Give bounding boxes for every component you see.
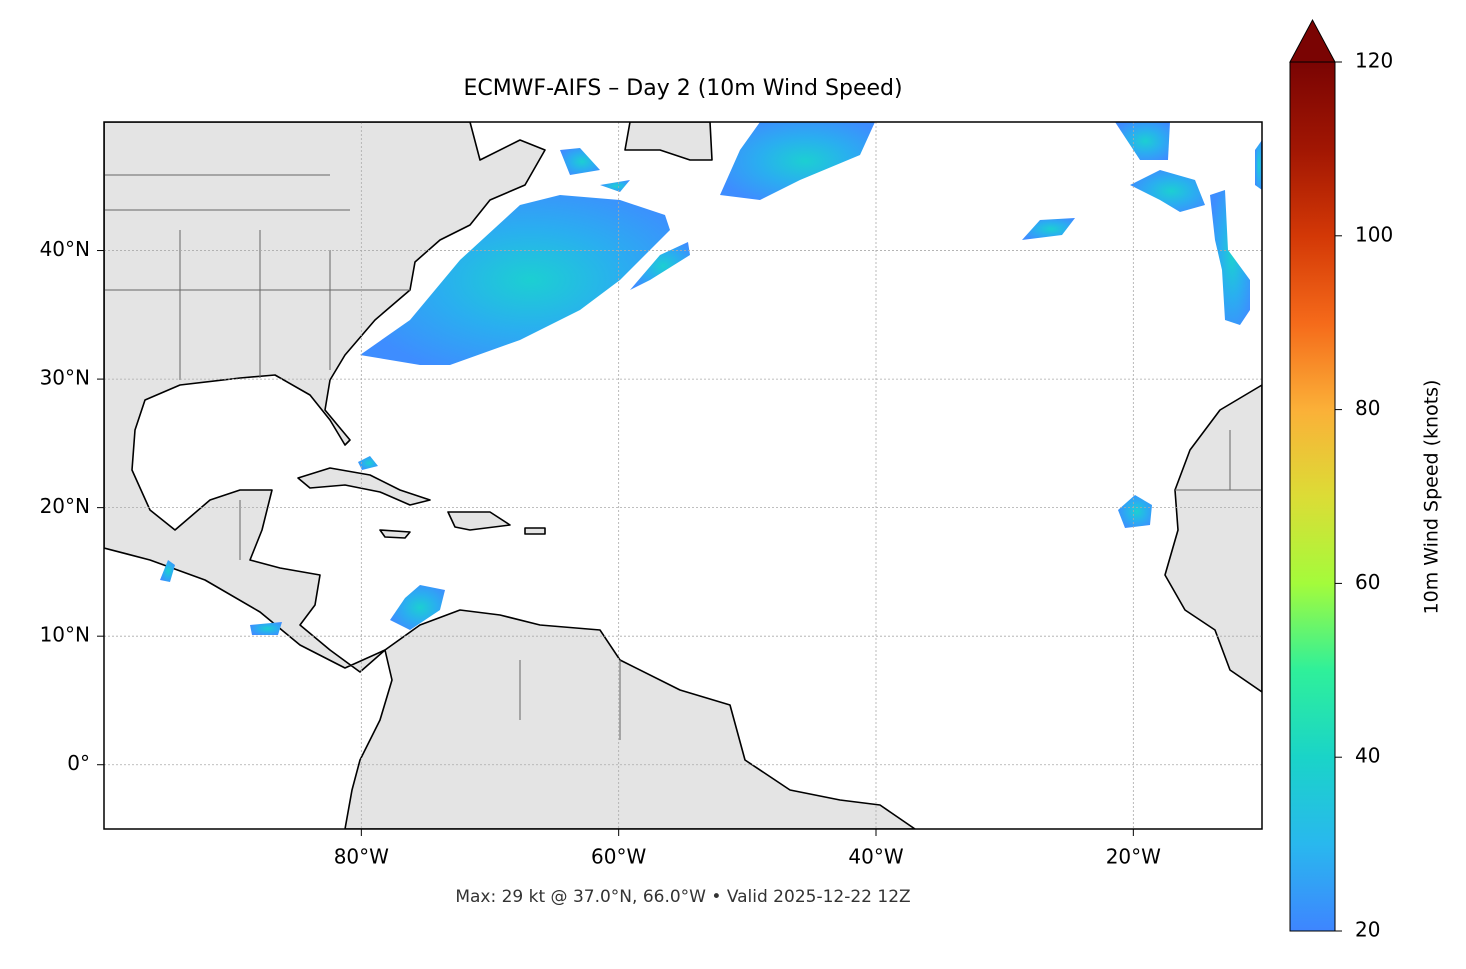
colorbar-extend xyxy=(1289,18,1336,63)
puerto-rico xyxy=(524,527,546,535)
colorbar-tick-label: 40 xyxy=(1355,744,1380,768)
north-america xyxy=(104,122,546,673)
y-tick-label: 20°N xyxy=(40,494,90,518)
x-tick-label: 40°W xyxy=(848,845,903,869)
colorbar-tick-label: 20 xyxy=(1355,918,1380,942)
colorbar-tick-label: 100 xyxy=(1355,222,1393,246)
colorbar-tick-label: 60 xyxy=(1355,570,1380,594)
y-tick-label: 30°N xyxy=(40,366,90,390)
colorbar-tick-label: 120 xyxy=(1355,49,1393,73)
footer-note: Max: 29 kt @ 37.0°N, 66.0°W • Valid 2025… xyxy=(455,887,910,907)
hispaniola xyxy=(447,511,511,531)
chart-title: ECMWF-AIFS – Day 2 (10m Wind Speed) xyxy=(463,76,902,101)
borders xyxy=(104,174,1262,740)
colorbar-label: 10m Wind Speed (knots) xyxy=(1421,380,1443,615)
map xyxy=(104,122,1262,829)
y-tick-label: 40°N xyxy=(40,237,90,261)
south-america xyxy=(344,609,916,829)
newfoundland xyxy=(624,122,713,161)
jamaica xyxy=(379,529,411,539)
y-tick-label: 0° xyxy=(67,751,90,775)
x-tick-label: 80°W xyxy=(334,845,389,869)
map-frame xyxy=(103,121,1263,830)
axes: 80°W 60°W 40°W 20°W 0° 10°N 20°N 30°N 40°N xyxy=(40,122,1262,869)
africa xyxy=(1164,384,1262,693)
cuba xyxy=(297,467,431,506)
y-tick-label: 10°N xyxy=(40,623,90,647)
wind-areas xyxy=(160,122,1262,635)
x-tick-label: 20°W xyxy=(1106,845,1161,869)
colorbar-tick-label: 80 xyxy=(1355,396,1380,420)
x-tick-label: 60°W xyxy=(591,845,646,869)
colorbar xyxy=(1289,61,1336,932)
